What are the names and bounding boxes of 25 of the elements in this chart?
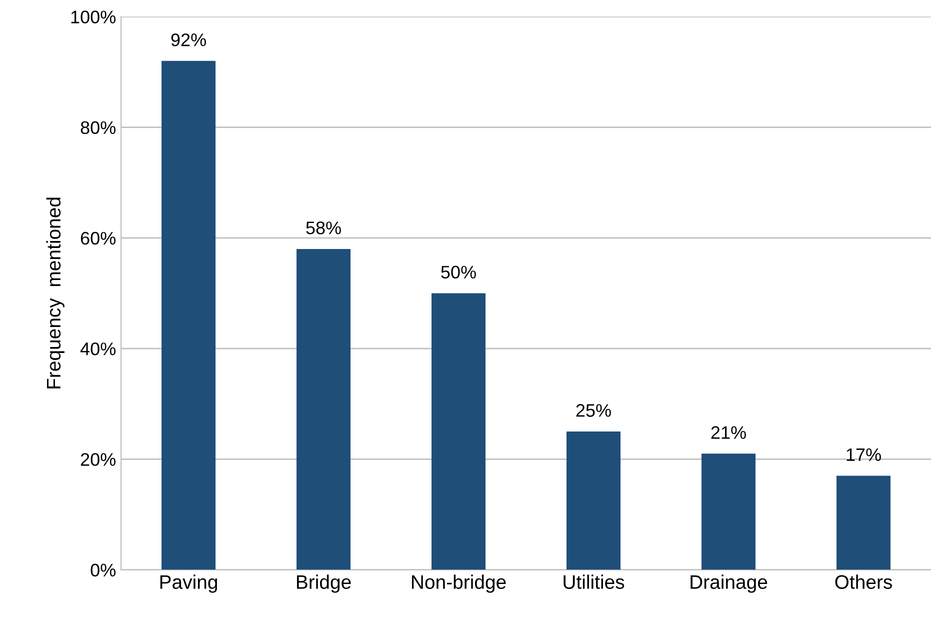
- y-tick-label: 100%: [71, 10, 116, 24]
- y-tick-label: 20%: [80, 453, 116, 466]
- data-label: 25%: [576, 404, 611, 417]
- x-tick-label: Drainage: [690, 574, 768, 593]
- y-tick-label: 60%: [80, 232, 116, 245]
- bar: [162, 60, 216, 570]
- x-tick-label: Paving: [160, 574, 218, 593]
- data-label: 17%: [846, 448, 881, 462]
- data-label: 92%: [171, 33, 206, 46]
- data-label: 21%: [711, 426, 746, 439]
- y-axis-title: Frequency mentioned: [46, 198, 64, 388]
- x-tick-label: Others: [835, 574, 892, 589]
- bar: [836, 476, 890, 570]
- y-tick-label: 40%: [80, 342, 116, 356]
- bar: [566, 432, 621, 570]
- y-tick-label: 80%: [80, 121, 116, 134]
- x-tick-label: Utilities: [564, 574, 624, 589]
- bar: [432, 293, 486, 570]
- data-label: 58%: [306, 222, 341, 234]
- bar: [296, 248, 351, 570]
- bar: [702, 454, 756, 570]
- data-label: 50%: [441, 266, 476, 279]
- y-tick-label: 0%: [90, 564, 116, 577]
- x-tick-label: Bridge: [297, 574, 351, 593]
- x-tick-label: Non-bridge: [412, 574, 506, 593]
